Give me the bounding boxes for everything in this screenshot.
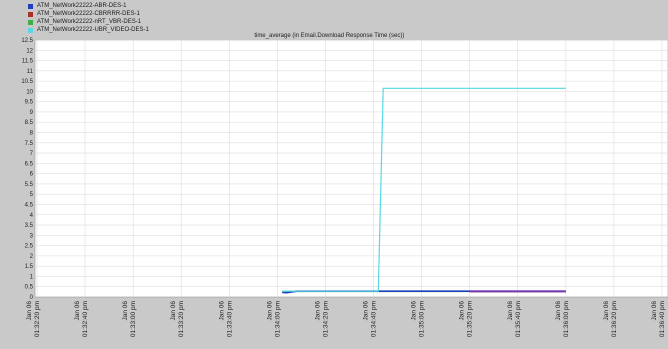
y-tick-label: 3.5 (25, 223, 34, 229)
plot-layer: time_average (in Email.Download Response… (21, 33, 668, 337)
x-tick-label: 01:36:40 pm (659, 301, 666, 337)
legend-item: ATM_NetWork22222-nRT_VBR-DES-1 (28, 19, 149, 26)
x-tick-label: Jan 06 (26, 301, 33, 321)
x-tick-label: 01:36:20 pm (611, 301, 618, 337)
x-tick-label: Jan 06 (314, 301, 321, 321)
y-tick-label: 8 (30, 131, 34, 137)
y-tick-label: 3 (30, 233, 34, 239)
y-tick-label: 0.5 (25, 285, 34, 291)
y-tick-label: 1.5 (25, 264, 34, 270)
legend-swatch (28, 28, 33, 33)
x-tick-label: Jan 06 (603, 301, 610, 321)
x-tick-label: Jan 06 (122, 301, 129, 321)
x-tick-label: 01:32:40 pm (82, 301, 89, 337)
legend-item: ATM_NetWork22222-CBRRRR-DES-1 (28, 11, 149, 18)
y-tick-label: 12 (26, 48, 33, 54)
x-tick-label: 01:34:00 pm (274, 301, 281, 337)
y-tick-label: 11.5 (22, 59, 34, 65)
x-tick-label: Jan 06 (555, 301, 562, 321)
y-tick-label: 2.5 (25, 244, 34, 250)
x-tick-label: 01:34:20 pm (322, 301, 329, 337)
x-tick-label: Jan 06 (74, 301, 81, 321)
y-tick-label: 0 (30, 295, 34, 301)
legend-item: ATM_NetWork22222-ABR-DES-1 (28, 3, 149, 10)
y-tick-label: 4 (30, 213, 34, 219)
legend-item: ATM_NetWork22222-UBR_VIDEO-DES-1 (28, 27, 149, 34)
legend: ATM_NetWork22222-ABR-DES-1 ATM_NetWork22… (28, 3, 149, 35)
series-line-ubr-video (282, 87, 566, 292)
x-tick-label: Jan 06 (411, 301, 418, 321)
x-tick-label: 01:35:40 pm (515, 301, 522, 337)
y-tick-label: 11 (27, 69, 34, 75)
x-tick-label: 01:35:20 pm (467, 301, 474, 337)
y-tick-label: 9 (30, 110, 34, 116)
x-tick-label: Jan 06 (363, 301, 370, 321)
x-tick-label: Jan 06 (170, 301, 177, 321)
y-tick-label: 6.5 (25, 161, 34, 167)
legend-swatch (28, 4, 33, 9)
y-tick-label: 7 (30, 151, 34, 157)
y-tick-label: 5 (30, 192, 34, 198)
x-tick-label: 01:32:20 pm (34, 301, 41, 337)
y-tick-label: 9.5 (25, 100, 34, 106)
legend-label: ATM_NetWork22222-UBR_VIDEO-DES-1 (37, 27, 149, 33)
x-tick-label: Jan 06 (507, 301, 514, 321)
chart-title: time_average (in Email.Download Response… (254, 33, 404, 39)
x-tick-label: Jan 06 (651, 301, 658, 321)
plot-area (34, 39, 668, 298)
y-tick-label: 8.5 (25, 120, 34, 126)
legend-label: ATM_NetWork22222-CBRRRR-DES-1 (37, 11, 140, 17)
y-tick-label: 2 (30, 254, 34, 260)
x-tick-label: 01:33:20 pm (178, 301, 185, 337)
y-tick-label: 10 (26, 89, 33, 95)
legend-label: ATM_NetWork22222-ABR-DES-1 (37, 3, 127, 9)
y-tick-label: 7.5 (25, 141, 34, 147)
x-tick-label: Jan 06 (218, 301, 225, 321)
y-tick-label: 12.5 (21, 38, 33, 44)
y-tick-label: 5.5 (25, 182, 34, 188)
y-tick-label: 6 (30, 172, 34, 178)
legend-label: ATM_NetWork22222-nRT_VBR-DES-1 (37, 19, 142, 25)
x-tick-label: 01:33:40 pm (226, 301, 233, 337)
y-tick-label: 1 (30, 274, 34, 280)
y-tick-label: 10.5 (21, 79, 33, 85)
legend-swatch (28, 12, 33, 17)
legend-swatch (28, 20, 33, 25)
x-tick-label: 01:35:00 pm (419, 301, 426, 337)
x-tick-label: 01:36:00 pm (563, 301, 570, 337)
x-tick-label: Jan 06 (459, 301, 466, 321)
x-tick-label: 01:34:40 pm (371, 301, 378, 337)
x-tick-label: Jan 06 (266, 301, 273, 321)
x-tick-label: 01:33:00 pm (130, 301, 137, 337)
y-tick-label: 4.5 (25, 202, 34, 208)
